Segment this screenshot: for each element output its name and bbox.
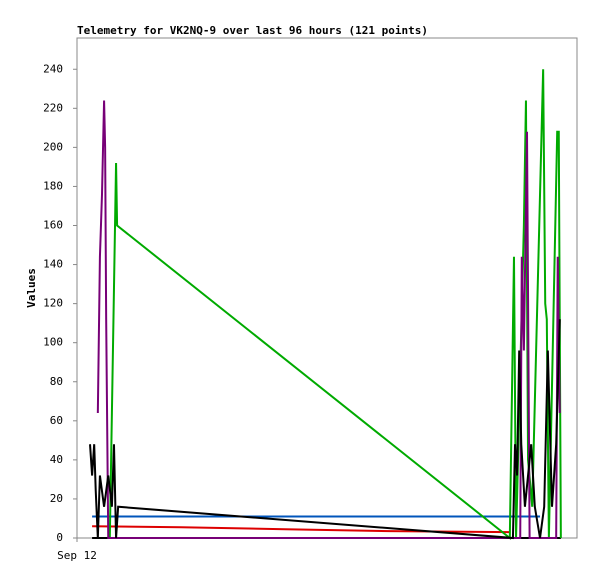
y-tick-label: 60 xyxy=(50,414,63,427)
y-tick-label: 240 xyxy=(43,62,63,75)
series-line xyxy=(108,69,562,541)
series-line xyxy=(92,525,510,534)
plot-frame xyxy=(76,37,578,539)
x-tick-label: Sep 12 xyxy=(57,549,97,562)
y-tick-label: 180 xyxy=(43,179,63,192)
y-tick-label: 100 xyxy=(43,336,63,349)
y-tick-label: 40 xyxy=(50,453,63,466)
y-tick-label: 80 xyxy=(50,375,63,388)
series-line xyxy=(96,100,561,539)
y-tick-label: 0 xyxy=(56,531,63,544)
y-tick-label: 220 xyxy=(43,101,63,114)
y-tick-label: 160 xyxy=(43,219,63,232)
series-line xyxy=(89,319,561,540)
y-tick-label: 140 xyxy=(43,258,63,271)
y-tick-label: 120 xyxy=(43,297,63,310)
y-axis-label: Values xyxy=(25,268,38,308)
y-tick-label: 20 xyxy=(50,492,63,505)
chart-title: Telemetry for VK2NQ-9 over last 96 hours… xyxy=(77,24,428,37)
y-tick-label: 200 xyxy=(43,140,63,153)
